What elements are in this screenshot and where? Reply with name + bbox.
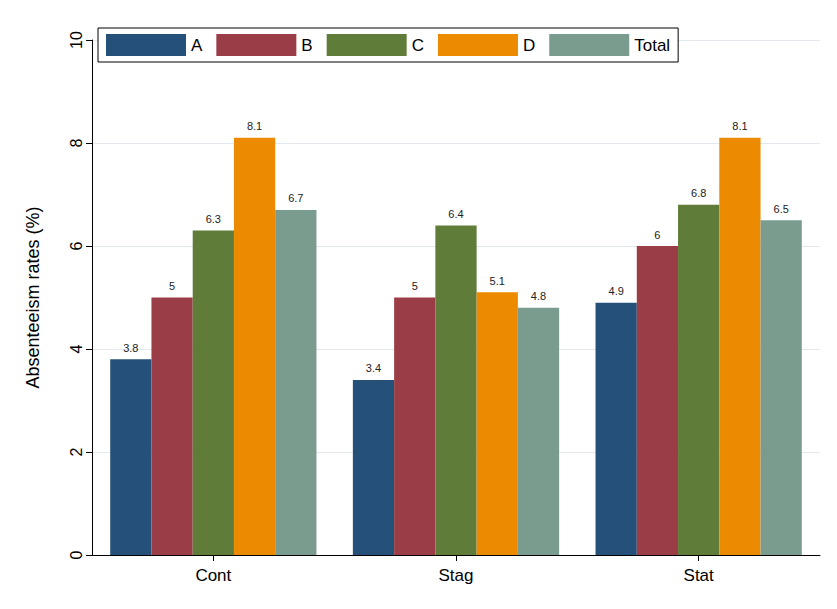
svg-text:5.1: 5.1 — [490, 275, 505, 287]
svg-text:4.9: 4.9 — [609, 285, 624, 297]
svg-text:Stag: Stag — [439, 566, 474, 585]
svg-text:Total: Total — [634, 36, 670, 55]
svg-text:D: D — [523, 36, 535, 55]
svg-text:2: 2 — [68, 447, 85, 456]
svg-text:6: 6 — [68, 241, 85, 250]
svg-text:8: 8 — [68, 138, 85, 147]
svg-text:Cont: Cont — [195, 566, 231, 585]
svg-text:5: 5 — [412, 280, 418, 292]
svg-text:C: C — [412, 36, 424, 55]
svg-text:0: 0 — [68, 550, 85, 559]
svg-text:8.1: 8.1 — [247, 120, 262, 132]
svg-text:B: B — [301, 36, 312, 55]
svg-text:A: A — [191, 36, 203, 55]
svg-text:6.4: 6.4 — [448, 208, 463, 220]
svg-text:Stat: Stat — [684, 566, 715, 585]
svg-text:6: 6 — [654, 229, 660, 241]
svg-text:4: 4 — [68, 344, 85, 353]
svg-text:10: 10 — [68, 31, 85, 49]
svg-text:8.1: 8.1 — [732, 120, 747, 132]
svg-text:Absenteeism rates (%): Absenteeism rates (%) — [23, 206, 43, 388]
svg-text:3.8: 3.8 — [123, 342, 138, 354]
svg-text:3.4: 3.4 — [366, 362, 381, 374]
svg-text:6.5: 6.5 — [774, 203, 789, 215]
svg-text:5: 5 — [169, 280, 175, 292]
svg-text:6.8: 6.8 — [691, 187, 706, 199]
svg-text:6.7: 6.7 — [288, 192, 303, 204]
svg-text:4.8: 4.8 — [531, 290, 546, 302]
svg-text:6.3: 6.3 — [206, 213, 221, 225]
